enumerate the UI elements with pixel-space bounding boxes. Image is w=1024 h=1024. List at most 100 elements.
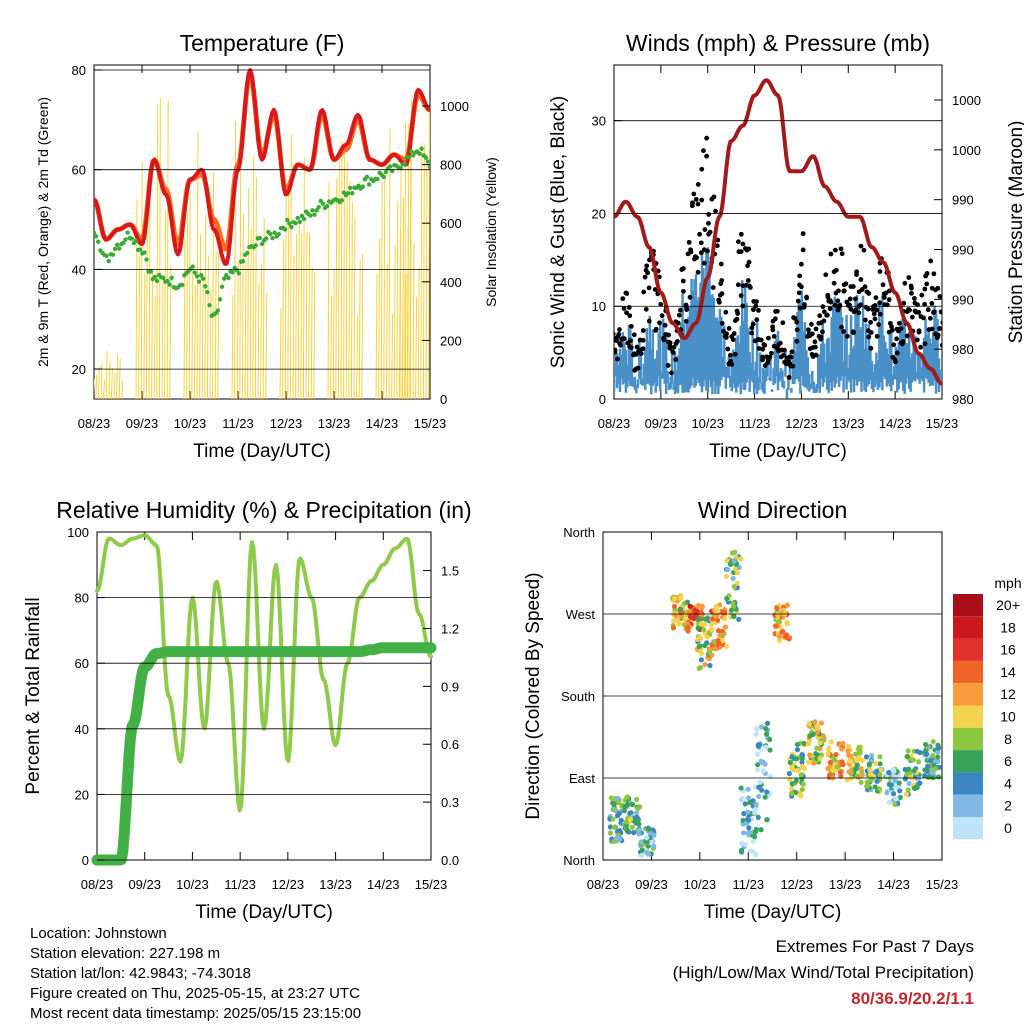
direction-point — [715, 628, 722, 634]
dewpoint-point — [366, 182, 372, 187]
direction-point — [738, 847, 745, 853]
direction-point — [706, 649, 713, 655]
direction-point — [712, 646, 719, 652]
y2-tick-label: 0.3 — [441, 795, 459, 810]
direction-point — [745, 830, 751, 836]
gust-point — [618, 342, 623, 348]
gust-point — [862, 317, 868, 323]
direction-point — [866, 761, 872, 767]
direction-point — [623, 819, 629, 825]
gust-point — [820, 329, 825, 335]
direction-point — [753, 731, 759, 738]
gust-point — [922, 301, 928, 307]
x-tick-label: 08/23 — [587, 877, 620, 892]
direction-point — [798, 772, 804, 778]
gust-point — [800, 247, 806, 253]
solar-trace — [161, 280, 164, 399]
solar-trace — [254, 177, 257, 399]
dewpoint-point — [268, 231, 273, 237]
gust-point — [900, 339, 906, 344]
dewpoint-point — [408, 149, 414, 154]
direction-point — [758, 724, 765, 730]
x-tick-label: 14/23 — [366, 416, 399, 431]
dewpoint-point — [192, 270, 197, 275]
solar-trace — [422, 144, 425, 399]
gust-point — [921, 315, 926, 321]
direction-point — [892, 778, 898, 784]
gust-point — [675, 339, 680, 344]
colorbar-label: 0 — [1004, 820, 1012, 836]
direction-point — [763, 726, 769, 732]
dewpoint-point — [196, 279, 202, 284]
gust-point — [790, 363, 796, 369]
colorbar-label: 20+ — [996, 597, 1020, 613]
solar-trace — [375, 273, 378, 399]
gust-point — [747, 285, 753, 290]
gust-point — [914, 337, 920, 343]
direction-point — [789, 781, 795, 787]
direction-point — [837, 769, 844, 775]
direction-point — [767, 747, 773, 753]
direction-point — [651, 832, 657, 838]
gust-point — [769, 350, 774, 356]
direction-point — [863, 754, 870, 760]
direction-point — [721, 609, 728, 615]
direction-point — [799, 755, 805, 762]
chart-title: Wind Direction — [698, 497, 848, 523]
x-tick-label: 11/23 — [222, 416, 254, 431]
gust-point — [911, 296, 917, 301]
temperature-series — [94, 68, 435, 399]
direction-point — [715, 617, 721, 623]
gust-point — [838, 246, 844, 252]
gust-point — [626, 305, 632, 310]
gust-point — [843, 281, 849, 287]
dewpoint-point — [215, 308, 221, 313]
y-tick-label: South — [561, 689, 595, 704]
gust-point — [894, 350, 900, 356]
direction-point — [814, 730, 820, 736]
gust-point — [694, 255, 699, 261]
gust-point — [667, 340, 673, 346]
gust-point — [699, 197, 705, 203]
direction-point — [636, 827, 643, 833]
dewpoint-point — [222, 276, 227, 281]
direction-point — [917, 780, 923, 786]
direction-point — [847, 758, 853, 764]
gust-point — [893, 359, 898, 365]
direction-point — [789, 790, 795, 797]
gust-point — [719, 278, 725, 283]
gust-point — [728, 352, 733, 358]
direction-point — [853, 751, 859, 757]
gust-point — [821, 309, 827, 315]
dewpoint-point — [381, 174, 386, 180]
chart-title: Winds (mph) & Pressure (mb) — [626, 30, 930, 56]
direction-point — [774, 605, 780, 611]
direction-point — [764, 789, 770, 795]
solar-trace — [236, 262, 239, 399]
direction-point — [877, 761, 883, 767]
gust-point — [858, 277, 864, 282]
gust-point — [665, 363, 671, 368]
direction-point — [903, 791, 910, 797]
dewpoint-point — [161, 275, 166, 281]
solar-trace — [234, 121, 237, 399]
gust-point — [699, 166, 705, 172]
direction-point — [795, 767, 801, 773]
dewpoint-point — [345, 191, 351, 196]
direction-point — [926, 774, 932, 780]
colorbar-swatch — [953, 616, 983, 639]
direction-point — [639, 852, 645, 858]
direction-point — [636, 831, 642, 837]
gust-point — [731, 331, 737, 336]
gust-point — [907, 307, 912, 313]
gust-point — [634, 344, 640, 350]
direction-point — [634, 796, 640, 802]
gust-point — [809, 331, 815, 337]
direction-point — [775, 611, 781, 618]
solar-trace — [434, 115, 435, 399]
direction-point — [763, 744, 769, 750]
x-tick-label: 13/23 — [832, 416, 865, 431]
x-tick-label: 14/23 — [879, 416, 912, 431]
direction-point — [760, 768, 767, 774]
gust-point — [738, 231, 744, 237]
